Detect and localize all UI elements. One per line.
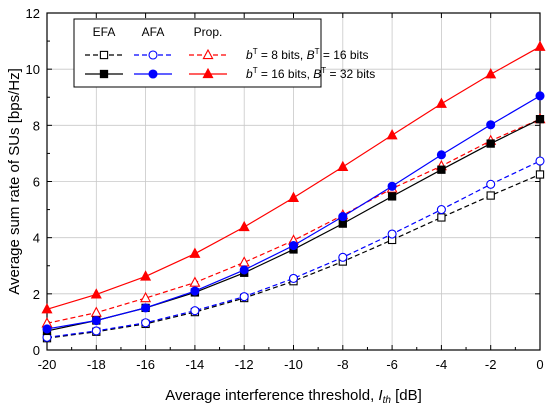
series-prop16 [41, 40, 546, 314]
data-point-prop16 [90, 288, 102, 299]
data-point-afa8 [486, 179, 496, 189]
x-tick-label: -20 [38, 357, 57, 372]
data-point-efa16 [437, 165, 446, 174]
y-tick-label: 12 [26, 6, 40, 21]
data-point-afa8 [190, 306, 200, 316]
data-point-prop16 [337, 160, 349, 172]
y-tick-label: 0 [33, 343, 40, 358]
x-tick-label: -4 [436, 357, 448, 372]
legend: EFA AFA Prop. bT = 8 bits, BT = 16 bits … [73, 18, 375, 88]
data-point-afa16 [436, 150, 446, 160]
data-point-afa8 [141, 318, 151, 328]
data-point-afa16 [91, 315, 101, 326]
data-point-afa16 [288, 240, 299, 251]
data-point-efa16 [387, 192, 397, 201]
data-point-prop16 [386, 128, 398, 140]
data-point-afa16 [338, 212, 348, 222]
series-line-afa8 [46, 160, 541, 338]
data-point-prop8 [90, 306, 102, 317]
data-point-afa8 [387, 229, 397, 239]
legend-samples [85, 48, 227, 79]
y-tick-label: 2 [33, 287, 40, 302]
x-tick-label: -10 [284, 357, 303, 372]
data-point-afa16 [535, 91, 545, 101]
data-point-afa8 [288, 273, 299, 283]
data-point-efa16 [535, 115, 545, 124]
data-point-efa8 [486, 191, 495, 200]
legend-box [73, 18, 322, 88]
data-point-prop8 [140, 291, 152, 303]
legend-marker-afa16 [148, 69, 158, 79]
y-tick-label: 6 [33, 175, 40, 190]
legend-marker-afa8 [148, 50, 158, 60]
data-point-prop8 [238, 256, 250, 267]
data-point-prop16 [140, 270, 152, 281]
data-point-afa16 [486, 120, 496, 130]
data-point-afa8 [239, 292, 249, 302]
data-point-efa8 [437, 213, 446, 222]
x-tick-label: 0 [536, 357, 543, 372]
legend-header-afa: AFA [142, 25, 165, 39]
data-point-prop8 [189, 276, 201, 287]
series-afa8 [42, 156, 545, 342]
x-axis-unit: [dB] [391, 387, 422, 404]
data-point-afa8 [91, 326, 101, 336]
data-point-prop16 [435, 97, 447, 108]
legend-header-prop: Prop. [194, 25, 223, 39]
series-line-efa8 [46, 173, 541, 339]
data-point-afa8 [436, 205, 446, 215]
data-point-prop16 [189, 247, 201, 258]
data-point-afa16 [387, 181, 397, 191]
x-tick-label: -12 [235, 357, 254, 372]
x-tick-label: -2 [485, 357, 497, 372]
legend-marker-prop16 [202, 67, 214, 79]
data-point-afa16 [190, 286, 200, 296]
x-tick-label: -8 [337, 357, 349, 372]
x-axis-title: Average interference threshold, Ith [dB] [165, 387, 422, 406]
legend-marker-efa16 [99, 69, 109, 79]
data-point-afa8 [338, 252, 348, 262]
x-axis-subscript: th [383, 395, 392, 406]
x-axis-title-text: Average interference threshold, [165, 387, 378, 404]
data-point-afa16 [42, 324, 52, 334]
y-axis-title: Average sum rate of SUs [bps/Hz] [6, 68, 23, 295]
x-tick-label: -6 [386, 357, 398, 372]
legend-row-16bits: bT = 16 bits, BT = 32 bits [246, 66, 375, 81]
y-tick-label: 8 [33, 118, 40, 133]
x-tick-label: -18 [87, 357, 106, 372]
legend-header-efa: EFA [93, 25, 116, 39]
series-group [41, 40, 546, 343]
data-point-prop16 [238, 220, 250, 232]
data-point-afa16 [239, 265, 249, 275]
data-point-afa16 [141, 303, 151, 313]
x-axis-symbol: I [378, 387, 382, 404]
data-point-efa16 [486, 139, 495, 148]
data-point-efa8 [535, 170, 545, 179]
data-point-prop16 [287, 191, 300, 202]
legend-row-8bits: bT = 8 bits, BT = 16 bits [246, 47, 369, 62]
y-tick-label: 10 [26, 62, 40, 77]
legend-marker-prop8 [202, 48, 214, 60]
x-tick-label: -16 [136, 357, 155, 372]
data-point-prop16 [485, 68, 497, 79]
legend-marker-efa8 [99, 50, 109, 60]
x-tick-label: -14 [186, 357, 205, 372]
data-point-prop16 [41, 303, 53, 314]
series-afa16 [42, 91, 545, 334]
y-tick-label: 4 [33, 231, 40, 246]
data-point-afa8 [535, 156, 545, 166]
data-point-prop16 [534, 40, 546, 51]
